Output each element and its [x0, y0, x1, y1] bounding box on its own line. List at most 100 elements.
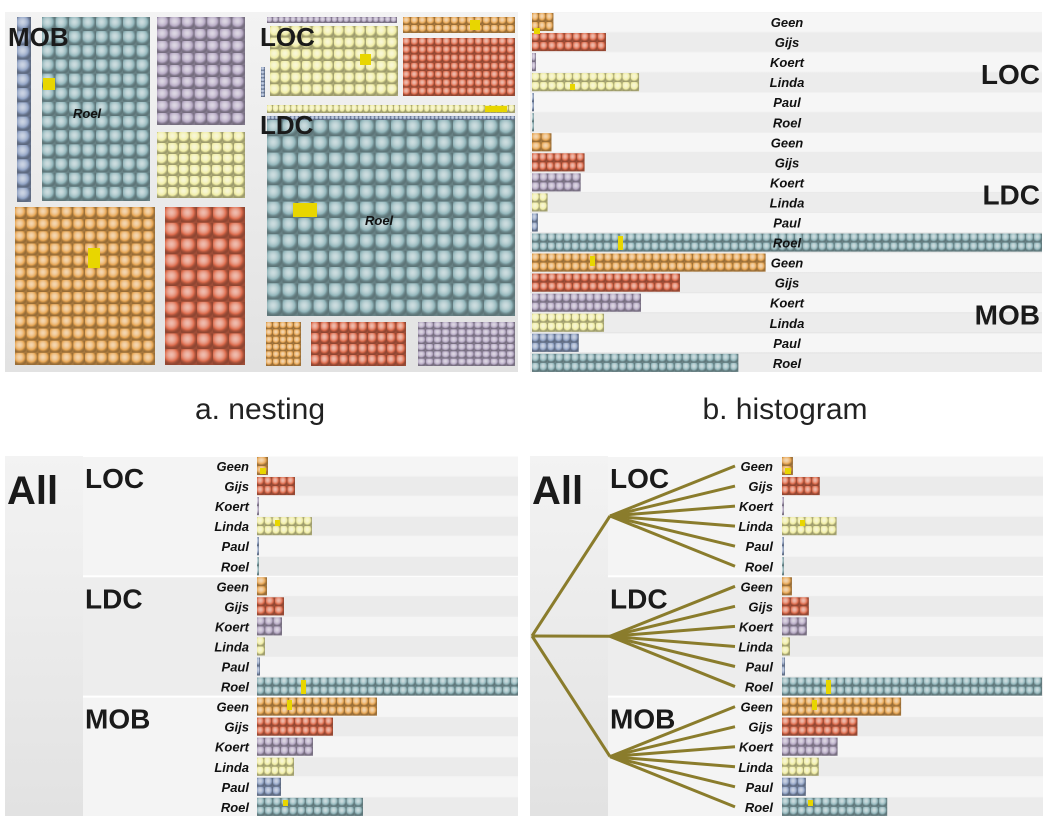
group-block-loc — [608, 456, 1043, 577]
row-band — [782, 516, 1043, 536]
person-label-roel-mob: Roel — [73, 106, 102, 121]
row-label-gijs: Gijs — [224, 720, 249, 735]
group-label-loc: LOC — [85, 463, 144, 494]
bar-loc-gijs — [782, 477, 820, 496]
bar-mob-roel — [532, 353, 739, 372]
tree-leaf-branch — [609, 755, 736, 789]
loc-gijs-block — [403, 38, 515, 96]
bar-mob-geen — [257, 697, 377, 716]
tree-leaf-branch — [609, 604, 736, 638]
bar-loc-koert — [532, 53, 536, 72]
group-block-ldc — [83, 576, 518, 697]
row-label-geen: Geen — [740, 459, 773, 474]
row-label-paul: Paul — [746, 660, 774, 675]
row-band — [782, 596, 1043, 616]
row-label-paul: Paul — [773, 336, 801, 351]
person-label-roel-ldc: Roel — [365, 213, 394, 228]
mob-paul-block — [17, 17, 31, 202]
mob-gijs-block — [165, 207, 245, 365]
highlight-cell — [590, 256, 595, 266]
highlight-cell — [808, 800, 813, 806]
row-label-geen: Geen — [771, 256, 804, 271]
row-label-geen: Geen — [771, 135, 804, 150]
row-band — [530, 72, 1042, 92]
bar-mob-roel — [257, 797, 363, 816]
loc-linda-block — [270, 26, 398, 96]
bar-loc-linda — [257, 517, 312, 536]
bar-loc-paul — [532, 93, 534, 112]
bar-ldc-linda — [532, 193, 548, 212]
row-label-koert: Koert — [770, 296, 805, 311]
row-label-koert: Koert — [739, 499, 774, 514]
ldc-highlight-cell — [293, 203, 317, 217]
row-band — [530, 192, 1042, 212]
bar-ldc-paul — [257, 657, 260, 676]
root-label-all: All — [7, 469, 58, 513]
highlight-cell — [785, 468, 791, 474]
row-label-koert: Koert — [770, 175, 805, 190]
bar-mob-koert — [782, 737, 838, 756]
tree-leaf-branch — [609, 584, 736, 638]
root-label-all: All — [532, 469, 583, 513]
bar-loc-koert — [782, 497, 784, 516]
row-label-geen: Geen — [216, 579, 249, 594]
bar-mob-geen — [532, 253, 766, 272]
bar-mob-paul — [532, 333, 579, 352]
bar-ldc-koert — [782, 617, 807, 636]
row-band — [530, 152, 1042, 172]
nesting-panel: MOB Roel LOC LDC Roel — [5, 12, 518, 372]
row-band — [782, 777, 1043, 797]
bar-ldc-geen — [532, 133, 552, 152]
caption-histogram: b. histogram — [702, 393, 868, 426]
bar-mob-gijs — [782, 717, 858, 736]
bar-mob-koert — [532, 293, 642, 312]
row-label-paul: Paul — [746, 780, 774, 795]
row-label-paul: Paul — [773, 216, 801, 231]
row-label-koert: Koert — [215, 619, 250, 634]
tree-leaf-branch — [609, 725, 736, 759]
bar-ldc-gijs — [782, 597, 809, 616]
row-label-roel: Roel — [221, 800, 250, 815]
row-label-linda: Linda — [770, 316, 805, 331]
row-band — [782, 757, 1043, 777]
bar-loc-koert — [257, 497, 259, 516]
loc-geen-highlight — [470, 20, 480, 30]
bar-ldc-geen — [782, 577, 792, 596]
tree-branch-loc — [530, 515, 612, 637]
mob-roel-block — [42, 17, 150, 201]
row-band — [530, 32, 1042, 52]
mob-geen-highlight — [88, 248, 100, 268]
row-label-linda: Linda — [738, 760, 773, 775]
group-block-ldc — [608, 576, 1043, 697]
row-band — [257, 657, 518, 677]
caption-nesting: a. nesting — [194, 393, 326, 426]
bar-mob-koert — [257, 737, 313, 756]
row-label-roel: Roel — [745, 680, 774, 695]
bar-ldc-koert — [257, 617, 282, 636]
nesting-treemap: MOB Roel LOC LDC Roel — [8, 17, 515, 366]
bar-mob-paul — [257, 777, 281, 796]
bar-ldc-roel — [782, 677, 1042, 696]
row-label-roel: Roel — [773, 115, 802, 130]
group-label-ldc: LDC — [982, 179, 1040, 210]
tree-leaf-branch — [609, 514, 736, 568]
bar-loc-paul — [782, 537, 784, 556]
row-label-paul: Paul — [773, 95, 801, 110]
highlight-cell — [301, 680, 306, 694]
row-label-paul: Paul — [222, 539, 250, 554]
bar-loc-gijs — [532, 33, 606, 52]
row-band — [257, 496, 518, 516]
group-label-ldc: LDC — [610, 583, 668, 614]
group-label-ldc: LDC — [260, 110, 314, 140]
highlight-cell — [260, 468, 266, 474]
highlight-cell — [283, 800, 288, 806]
bar-ldc-paul — [532, 213, 538, 232]
row-band — [257, 757, 518, 777]
group-label-loc: LOC — [981, 59, 1040, 90]
row-label-gijs: Gijs — [748, 479, 773, 494]
tree-leaf-branch — [609, 705, 736, 758]
loc-geen-block — [403, 17, 515, 33]
bar-ldc-paul — [782, 657, 785, 676]
bar-loc-roel — [532, 113, 534, 132]
group-block-loc — [83, 456, 518, 577]
